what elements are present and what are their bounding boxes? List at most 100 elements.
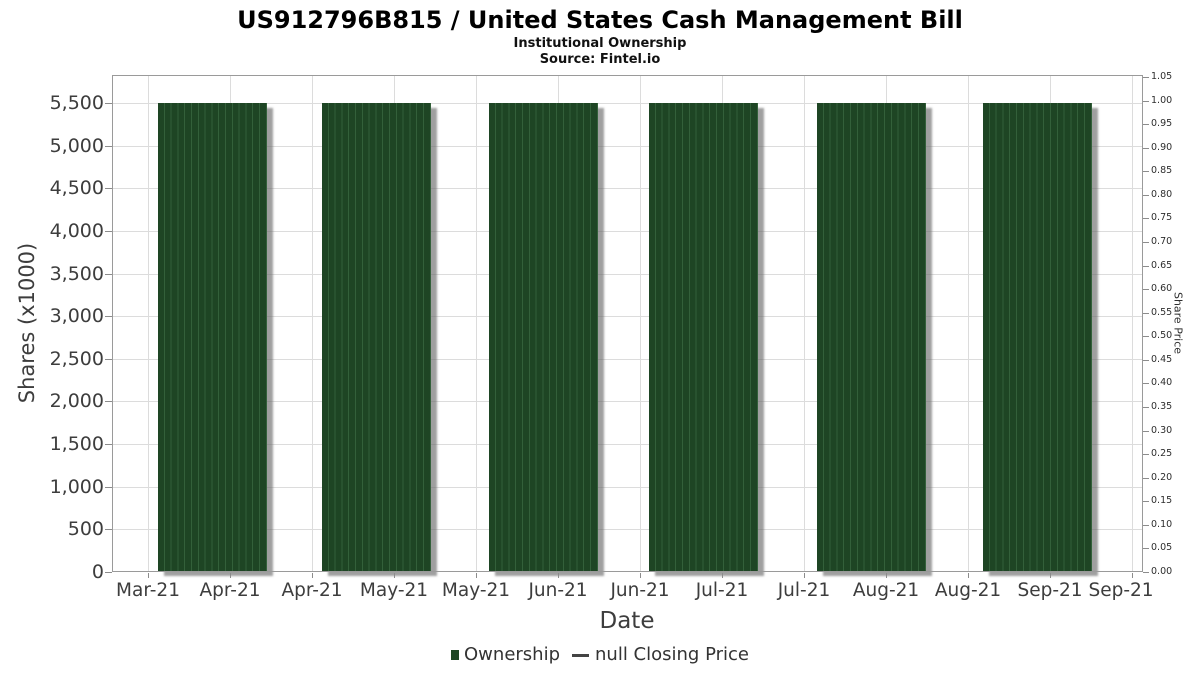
y-right-tick-mark bbox=[1143, 195, 1149, 196]
y-right-tick-label: 1.05 bbox=[1151, 71, 1173, 82]
y-left-tick-label: 3,500 bbox=[49, 263, 104, 285]
y-right-tick-label: 1.00 bbox=[1151, 95, 1173, 106]
x-tick-label: Jul-21 bbox=[777, 580, 831, 601]
y-right-tick-label: 0.35 bbox=[1151, 401, 1173, 412]
y-right-tick-label: 0.40 bbox=[1151, 377, 1173, 388]
y-right-tick-mark bbox=[1143, 478, 1149, 479]
legend-item: Ownership bbox=[451, 644, 560, 666]
y-left-tick-label: 1,000 bbox=[49, 476, 104, 498]
y-left-tick-label: 5,500 bbox=[49, 92, 104, 114]
y-right-tick-mark bbox=[1143, 360, 1149, 361]
x-tick-mark bbox=[394, 573, 395, 578]
ownership-bar bbox=[649, 103, 758, 571]
y-left-tick-mark bbox=[105, 487, 112, 488]
chart-title: US912796B815 / United States Cash Manage… bbox=[237, 6, 963, 34]
h-gridline bbox=[113, 146, 1142, 147]
h-gridline bbox=[113, 444, 1142, 445]
y-left-tick-mark bbox=[105, 401, 112, 402]
y-right-tick-mark bbox=[1143, 501, 1149, 502]
y-left-tick-label: 500 bbox=[67, 518, 104, 540]
x-tick-mark bbox=[968, 573, 969, 578]
y-right-tick-mark bbox=[1143, 383, 1149, 384]
y-right-tick-mark bbox=[1143, 548, 1149, 549]
h-gridline bbox=[113, 231, 1142, 232]
y-right-tick-mark bbox=[1143, 336, 1149, 337]
y-right-tick-mark bbox=[1143, 431, 1149, 432]
v-gridline bbox=[1132, 76, 1133, 571]
v-gridline bbox=[640, 76, 641, 571]
legend-label: null Closing Price bbox=[595, 644, 749, 665]
ownership-bar bbox=[983, 103, 1092, 571]
x-tick-label: May-21 bbox=[441, 580, 511, 601]
legend-line-marker-icon bbox=[572, 653, 590, 657]
x-tick-label: Sep-21 bbox=[1088, 580, 1154, 601]
y-right-tick-mark bbox=[1143, 242, 1149, 243]
legend-label: Ownership bbox=[464, 644, 561, 665]
y-right-tick-mark bbox=[1143, 218, 1149, 219]
y-left-tick-label: 3,000 bbox=[49, 305, 104, 327]
ownership-bar bbox=[489, 103, 598, 571]
y-left-tick-label: 2,000 bbox=[49, 390, 104, 412]
h-gridline bbox=[113, 188, 1142, 189]
y-axis-label-right: Share Price bbox=[1171, 291, 1185, 355]
chart-subtitle: Institutional Ownership bbox=[513, 36, 687, 51]
h-gridline bbox=[113, 359, 1142, 360]
y-right-tick-label: 0.10 bbox=[1151, 519, 1173, 530]
x-tick-mark bbox=[558, 573, 559, 578]
y-right-tick-label: 0.55 bbox=[1151, 307, 1173, 318]
y-right-tick-label: 0.45 bbox=[1151, 354, 1173, 365]
y-right-tick-mark bbox=[1143, 289, 1149, 290]
h-gridline bbox=[113, 401, 1142, 402]
x-tick-mark bbox=[230, 573, 231, 578]
y-right-tick-label: 0.90 bbox=[1151, 142, 1173, 153]
x-tick-mark bbox=[1132, 573, 1133, 578]
y-right-tick-label: 0.65 bbox=[1151, 260, 1173, 271]
v-gridline bbox=[476, 76, 477, 571]
y-right-tick-mark bbox=[1143, 572, 1149, 573]
y-right-tick-label: 0.75 bbox=[1151, 212, 1173, 223]
h-gridline bbox=[113, 103, 1142, 104]
y-left-tick-label: 0 bbox=[91, 561, 104, 583]
y-right-tick-label: 0.05 bbox=[1151, 542, 1173, 553]
y-left-tick-mark bbox=[105, 103, 112, 104]
y-right-tick-label: 0.95 bbox=[1151, 118, 1173, 129]
y-left-tick-mark bbox=[105, 231, 112, 232]
y-right-tick-mark bbox=[1143, 101, 1149, 102]
x-tick-mark bbox=[312, 573, 313, 578]
x-tick-label: Apr-21 bbox=[281, 580, 343, 601]
h-gridline bbox=[113, 487, 1142, 488]
y-right-tick-mark bbox=[1143, 171, 1149, 172]
y-right-tick-mark bbox=[1143, 77, 1149, 78]
y-right-tick-label: 0.25 bbox=[1151, 448, 1173, 459]
y-right-tick-label: 0.00 bbox=[1151, 566, 1173, 577]
y-right-tick-mark bbox=[1143, 124, 1149, 125]
y-left-tick-mark bbox=[105, 188, 112, 189]
legend-square-marker-icon bbox=[451, 650, 460, 660]
x-tick-mark bbox=[886, 573, 887, 578]
x-tick-mark bbox=[1050, 573, 1051, 578]
y-right-tick-mark bbox=[1143, 454, 1149, 455]
legend: Ownership null Closing Price bbox=[0, 644, 1200, 666]
y-right-tick-label: 0.70 bbox=[1151, 236, 1173, 247]
x-tick-mark bbox=[148, 573, 149, 578]
y-left-tick-mark bbox=[105, 529, 112, 530]
chart-source: Source: Fintel.io bbox=[539, 52, 661, 67]
v-gridline bbox=[312, 76, 313, 571]
x-tick-label: Jun-21 bbox=[528, 580, 588, 601]
x-tick-mark bbox=[722, 573, 723, 578]
x-tick-label: May-21 bbox=[359, 580, 429, 601]
y-right-tick-label: 0.85 bbox=[1151, 165, 1173, 176]
y-right-tick-label: 0.50 bbox=[1151, 330, 1173, 341]
v-gridline bbox=[968, 76, 969, 571]
h-gridline bbox=[113, 316, 1142, 317]
title-block: US912796B815 / United States Cash Manage… bbox=[0, 6, 1200, 68]
y-left-tick-label: 5,000 bbox=[49, 135, 104, 157]
y-left-tick-mark bbox=[105, 146, 112, 147]
x-tick-mark bbox=[476, 573, 477, 578]
x-tick-label: Aug-21 bbox=[852, 580, 920, 601]
ownership-bar bbox=[158, 103, 267, 571]
h-gridline bbox=[113, 274, 1142, 275]
y-left-tick-mark bbox=[105, 274, 112, 275]
